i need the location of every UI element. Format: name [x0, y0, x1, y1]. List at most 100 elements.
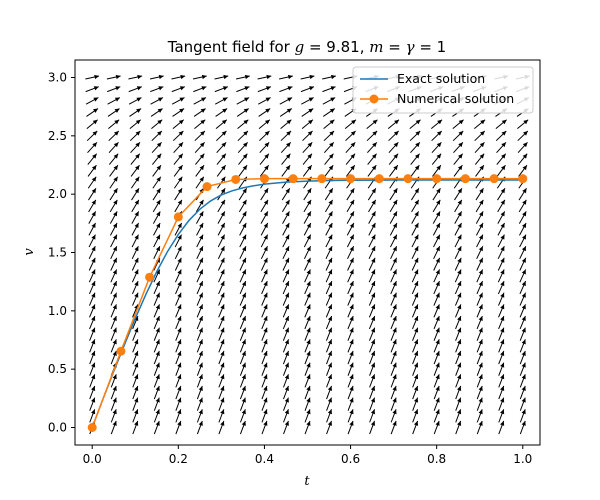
field-arrow: [261, 409, 268, 423]
field-arrow: [88, 245, 96, 260]
field-arrow: [476, 269, 484, 283]
field-arrow: [388, 130, 399, 142]
field-arrow: [109, 164, 119, 177]
field-arrow: [153, 315, 160, 330]
chart-title-g: g: [295, 38, 305, 56]
field-arrow: [110, 245, 118, 260]
field-arrow: [89, 409, 96, 423]
series-point-numerical: [346, 174, 356, 184]
field-arrow: [476, 362, 483, 376]
field-arrow: [129, 108, 142, 117]
field-arrow: [85, 97, 99, 105]
field-arrow: [152, 199, 161, 213]
field-arrow: [366, 119, 378, 130]
field-arrow: [497, 245, 505, 260]
field-arrow: [454, 211, 463, 224]
field-arrow: [455, 350, 462, 365]
field-arrow: [325, 280, 333, 295]
field-arrow: [304, 350, 311, 365]
field-arrow: [280, 119, 292, 130]
field-arrow: [85, 74, 100, 80]
field-arrow: [411, 211, 420, 224]
y-tick-label: 2.5: [48, 129, 67, 143]
field-arrow: [323, 141, 335, 154]
field-arrow: [131, 234, 139, 248]
field-arrow: [326, 385, 332, 400]
field-arrow: [261, 315, 268, 330]
field-arrow: [369, 420, 376, 435]
field-arrow: [218, 397, 225, 411]
field-arrow: [455, 362, 462, 376]
field-arrow: [89, 397, 96, 411]
field-arrow: [302, 164, 313, 177]
field-arrow: [412, 315, 419, 330]
field-arrow: [152, 164, 162, 177]
legend-label-numerical: Numerical solution: [397, 91, 514, 106]
field-arrow: [153, 420, 160, 435]
field-arrow: [239, 327, 246, 341]
field-arrow: [87, 153, 98, 165]
field-arrow: [130, 176, 140, 189]
field-arrow: [498, 292, 505, 306]
field-arrow: [300, 74, 315, 80]
field-arrow: [89, 327, 96, 341]
field-arrow: [153, 304, 160, 318]
field-arrow: [218, 409, 225, 423]
field-arrow: [498, 339, 505, 353]
y-tick-label: 1.5: [48, 246, 67, 260]
field-arrow: [519, 222, 527, 236]
field-arrow: [196, 420, 203, 435]
field-arrow: [196, 397, 203, 411]
field-arrow: [498, 327, 505, 341]
field-arrow: [282, 350, 289, 365]
field-arrow: [388, 141, 399, 154]
field-arrow: [455, 420, 462, 435]
field-arrow: [454, 280, 462, 295]
field-arrow: [109, 187, 118, 201]
field-arrow: [519, 420, 526, 435]
x-tick-label: 0.8: [427, 452, 446, 466]
field-arrow: [282, 234, 290, 248]
field-arrow: [175, 292, 182, 306]
field-arrow: [175, 374, 182, 388]
field-arrow: [346, 211, 355, 224]
series-point-numerical: [145, 272, 155, 282]
field-arrow: [411, 245, 419, 260]
field-arrow: [153, 409, 160, 423]
field-arrow: [368, 315, 376, 330]
field-arrow: [390, 374, 397, 388]
field-arrow: [325, 292, 333, 306]
field-arrow: [433, 245, 441, 260]
field-arrow: [389, 211, 398, 224]
field-arrow: [86, 130, 98, 142]
field-arrow: [325, 257, 333, 271]
field-arrow: [455, 327, 462, 341]
field-arrow: [216, 130, 227, 142]
field-arrow: [130, 164, 140, 177]
field-arrow: [175, 409, 182, 423]
field-arrow: [389, 222, 398, 236]
field-arrow: [324, 153, 334, 165]
field-arrow: [153, 374, 160, 388]
field-arrow: [149, 74, 164, 80]
field-arrow: [517, 130, 529, 142]
field-arrow: [239, 269, 247, 283]
field-arrow: [110, 385, 117, 400]
field-arrow: [261, 280, 268, 295]
field-arrow: [476, 350, 483, 365]
field-arrow: [153, 234, 161, 248]
field-arrow: [239, 280, 247, 295]
field-arrow: [174, 222, 183, 236]
field-arrow: [260, 211, 269, 224]
y-tick-label: 3.0: [48, 71, 67, 85]
field-arrow: [261, 304, 268, 318]
field-arrow: [368, 269, 376, 283]
field-arrow: [194, 119, 206, 130]
field-arrow: [260, 245, 268, 260]
field-arrow: [498, 374, 505, 388]
field-arrow: [173, 176, 183, 189]
field-arrow: [152, 187, 161, 201]
series-point-numerical: [403, 174, 413, 184]
field-arrow: [238, 187, 248, 201]
field-arrow: [326, 397, 332, 411]
